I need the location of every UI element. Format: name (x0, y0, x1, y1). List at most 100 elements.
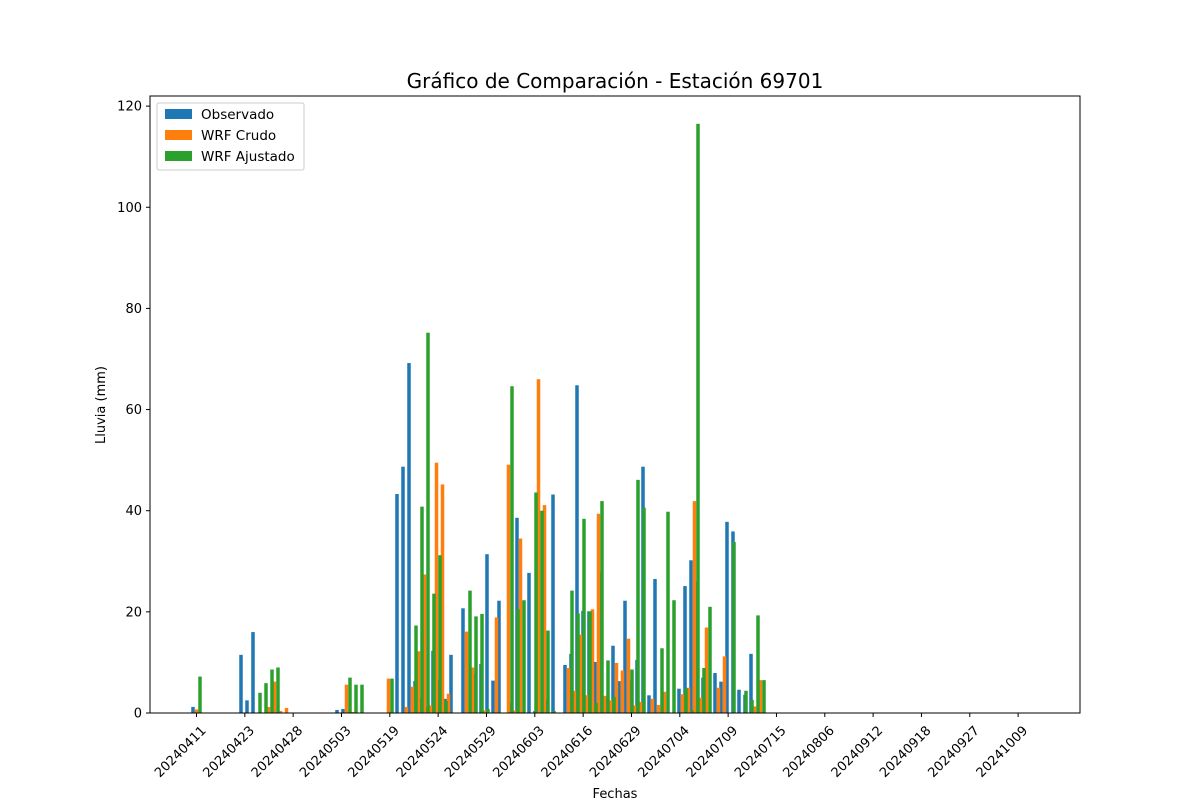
y-tick-label: 0 (134, 707, 142, 722)
bar-observado-76 (647, 695, 651, 713)
x-axis-label: Fechas (593, 787, 638, 800)
bar-observado-89 (725, 521, 729, 713)
bar-wrf-crudo-74 (638, 701, 643, 713)
bar-observado-51 (497, 600, 501, 713)
x-tick-label: 20240629 (587, 723, 644, 780)
bar-wrf-crudo-46 (470, 667, 475, 713)
bar-wrf-crudo-82 (686, 687, 691, 713)
bar-wrf-ajustado-59 (552, 710, 556, 713)
x-tick-label: 20240918 (877, 723, 934, 780)
bar-wrf-ajustado-93 (756, 615, 760, 713)
bar-wrf-ajustado-68 (606, 660, 610, 713)
bar-wrf-ajustado-0 (198, 676, 202, 713)
bar-observado-56 (527, 572, 531, 713)
bar-observado-67 (593, 661, 597, 713)
x-tick-label: 20240524 (394, 723, 451, 780)
bar-wrf-ajustado-72 (630, 669, 634, 713)
bar-wrf-crudo-83 (692, 501, 697, 713)
bar-wrf-crudo-63 (572, 690, 577, 713)
bar-observado-91 (737, 689, 741, 713)
bar-wrf-crudo-52 (506, 464, 511, 713)
bar-wrf-crudo-87 (716, 687, 721, 713)
bar-wrf-crudo-77 (656, 704, 661, 713)
bar-observado-77 (653, 578, 657, 713)
bar-wrf-ajustado-10 (258, 692, 262, 713)
bar-observado-36 (407, 363, 411, 713)
y-tick-label: 60 (125, 403, 142, 418)
bar-wrf-ajustado-66 (594, 702, 598, 713)
bar-wrf-crudo-14 (278, 710, 283, 713)
bar-observado-50 (491, 680, 495, 713)
bar-wrf-ajustado-36 (414, 625, 418, 713)
bar-wrf-ajustado-83 (696, 123, 700, 713)
x-tick-label: 20240912 (829, 723, 886, 780)
bar-wrf-crudo-66 (590, 609, 595, 713)
bar-wrf-crudo-26 (350, 711, 355, 713)
x-tick-label: 20240428 (249, 723, 306, 780)
bar-observado-88 (719, 681, 723, 713)
bar-wrf-crudo-40 (434, 462, 439, 713)
bar-wrf-crudo-35 (404, 706, 409, 713)
bar-wrf-crudo-45 (464, 631, 469, 713)
bar-wrf-ajustado-25 (348, 677, 352, 713)
bar-wrf-crudo-15 (284, 707, 289, 713)
bar-wrf-ajustado-64 (582, 518, 586, 713)
bar-wrf-crudo-57 (536, 379, 541, 713)
x-tick-label: 20240704 (635, 723, 692, 780)
bar-wrf-ajustado-12 (270, 669, 274, 713)
bar-wrf-crudo-13 (272, 681, 277, 713)
bar-wrf-crudo-88 (722, 656, 727, 713)
bar-wrf-crudo-69 (608, 700, 613, 713)
plot-frame (149, 95, 1081, 714)
bar-wrf-crudo-81 (680, 694, 685, 713)
bar-wrf-crudo-93 (752, 706, 757, 713)
bars-layer (191, 123, 766, 713)
bar-wrf-crudo-72 (626, 638, 631, 713)
legend-label-wrf-ajustado: WRF Ajustado (201, 149, 295, 165)
legend-swatch-wrf-ajustado (165, 151, 192, 161)
legend-label-wrf-crudo: WRF Crudo (201, 128, 276, 144)
bar-observado-81 (677, 688, 681, 713)
bar-wrf-ajustado-47 (480, 613, 484, 713)
bar-observado-93 (749, 653, 753, 713)
x-tick-label: 20240529 (442, 723, 499, 780)
chart-title: Gráfico de Comparación - Estación 69701 (407, 69, 824, 93)
bar-observado-35 (401, 466, 405, 713)
y-axis: 0 20 40 60 80 100 120 (117, 100, 150, 722)
bar-wrf-crudo-64 (578, 634, 583, 713)
y-axis-label: Lluvia (mm) (94, 366, 109, 444)
bar-wrf-crudo-54 (518, 538, 523, 713)
bar-wrf-crudo-76 (650, 698, 655, 713)
bar-wrf-crudo-70 (614, 662, 619, 713)
bar-wrf-ajustado-58 (546, 630, 550, 713)
bar-wrf-ajustado-56 (534, 492, 538, 713)
bar-observado-87 (713, 673, 717, 713)
legend-box (156, 102, 305, 171)
bar-wrf-ajustado-48 (486, 708, 490, 713)
bar-wrf-ajustado-13 (276, 667, 280, 713)
bar-wrf-crudo-58 (542, 505, 547, 713)
bar-wrf-ajustado-78 (666, 511, 670, 713)
legend-entry-observado: Observado (165, 107, 274, 123)
bar-wrf-crudo-37 (416, 651, 421, 713)
bar-wrf-crudo-32 (386, 678, 391, 713)
bar-wrf-ajustado-92 (750, 699, 754, 713)
bar-observado-45 (461, 608, 465, 713)
bar-wrf-ajustado-57 (540, 510, 544, 713)
x-tick-label: 20240715 (732, 723, 789, 780)
bar-wrf-ajustado-38 (426, 332, 430, 713)
bar-wrf-ajustado-62 (570, 590, 574, 713)
bar-wrf-crudo-53 (512, 710, 517, 713)
bar-wrf-ajustado-39 (432, 593, 436, 713)
bar-wrf-ajustado-63 (576, 613, 580, 713)
bar-observado-72 (623, 600, 627, 713)
bar-wrf-crudo-48 (482, 710, 487, 713)
bar-wrf-ajustado-46 (474, 616, 478, 713)
bar-wrf-crudo-42 (446, 693, 451, 713)
bar-observado-60 (551, 494, 555, 713)
bar-observado-82 (683, 586, 687, 713)
bar-wrf-crudo-73 (632, 705, 637, 713)
bar-wrf-ajustado-54 (522, 600, 526, 713)
bar-wrf-ajustado-65 (588, 611, 592, 713)
bar-wrf-ajustado-40 (438, 555, 442, 713)
